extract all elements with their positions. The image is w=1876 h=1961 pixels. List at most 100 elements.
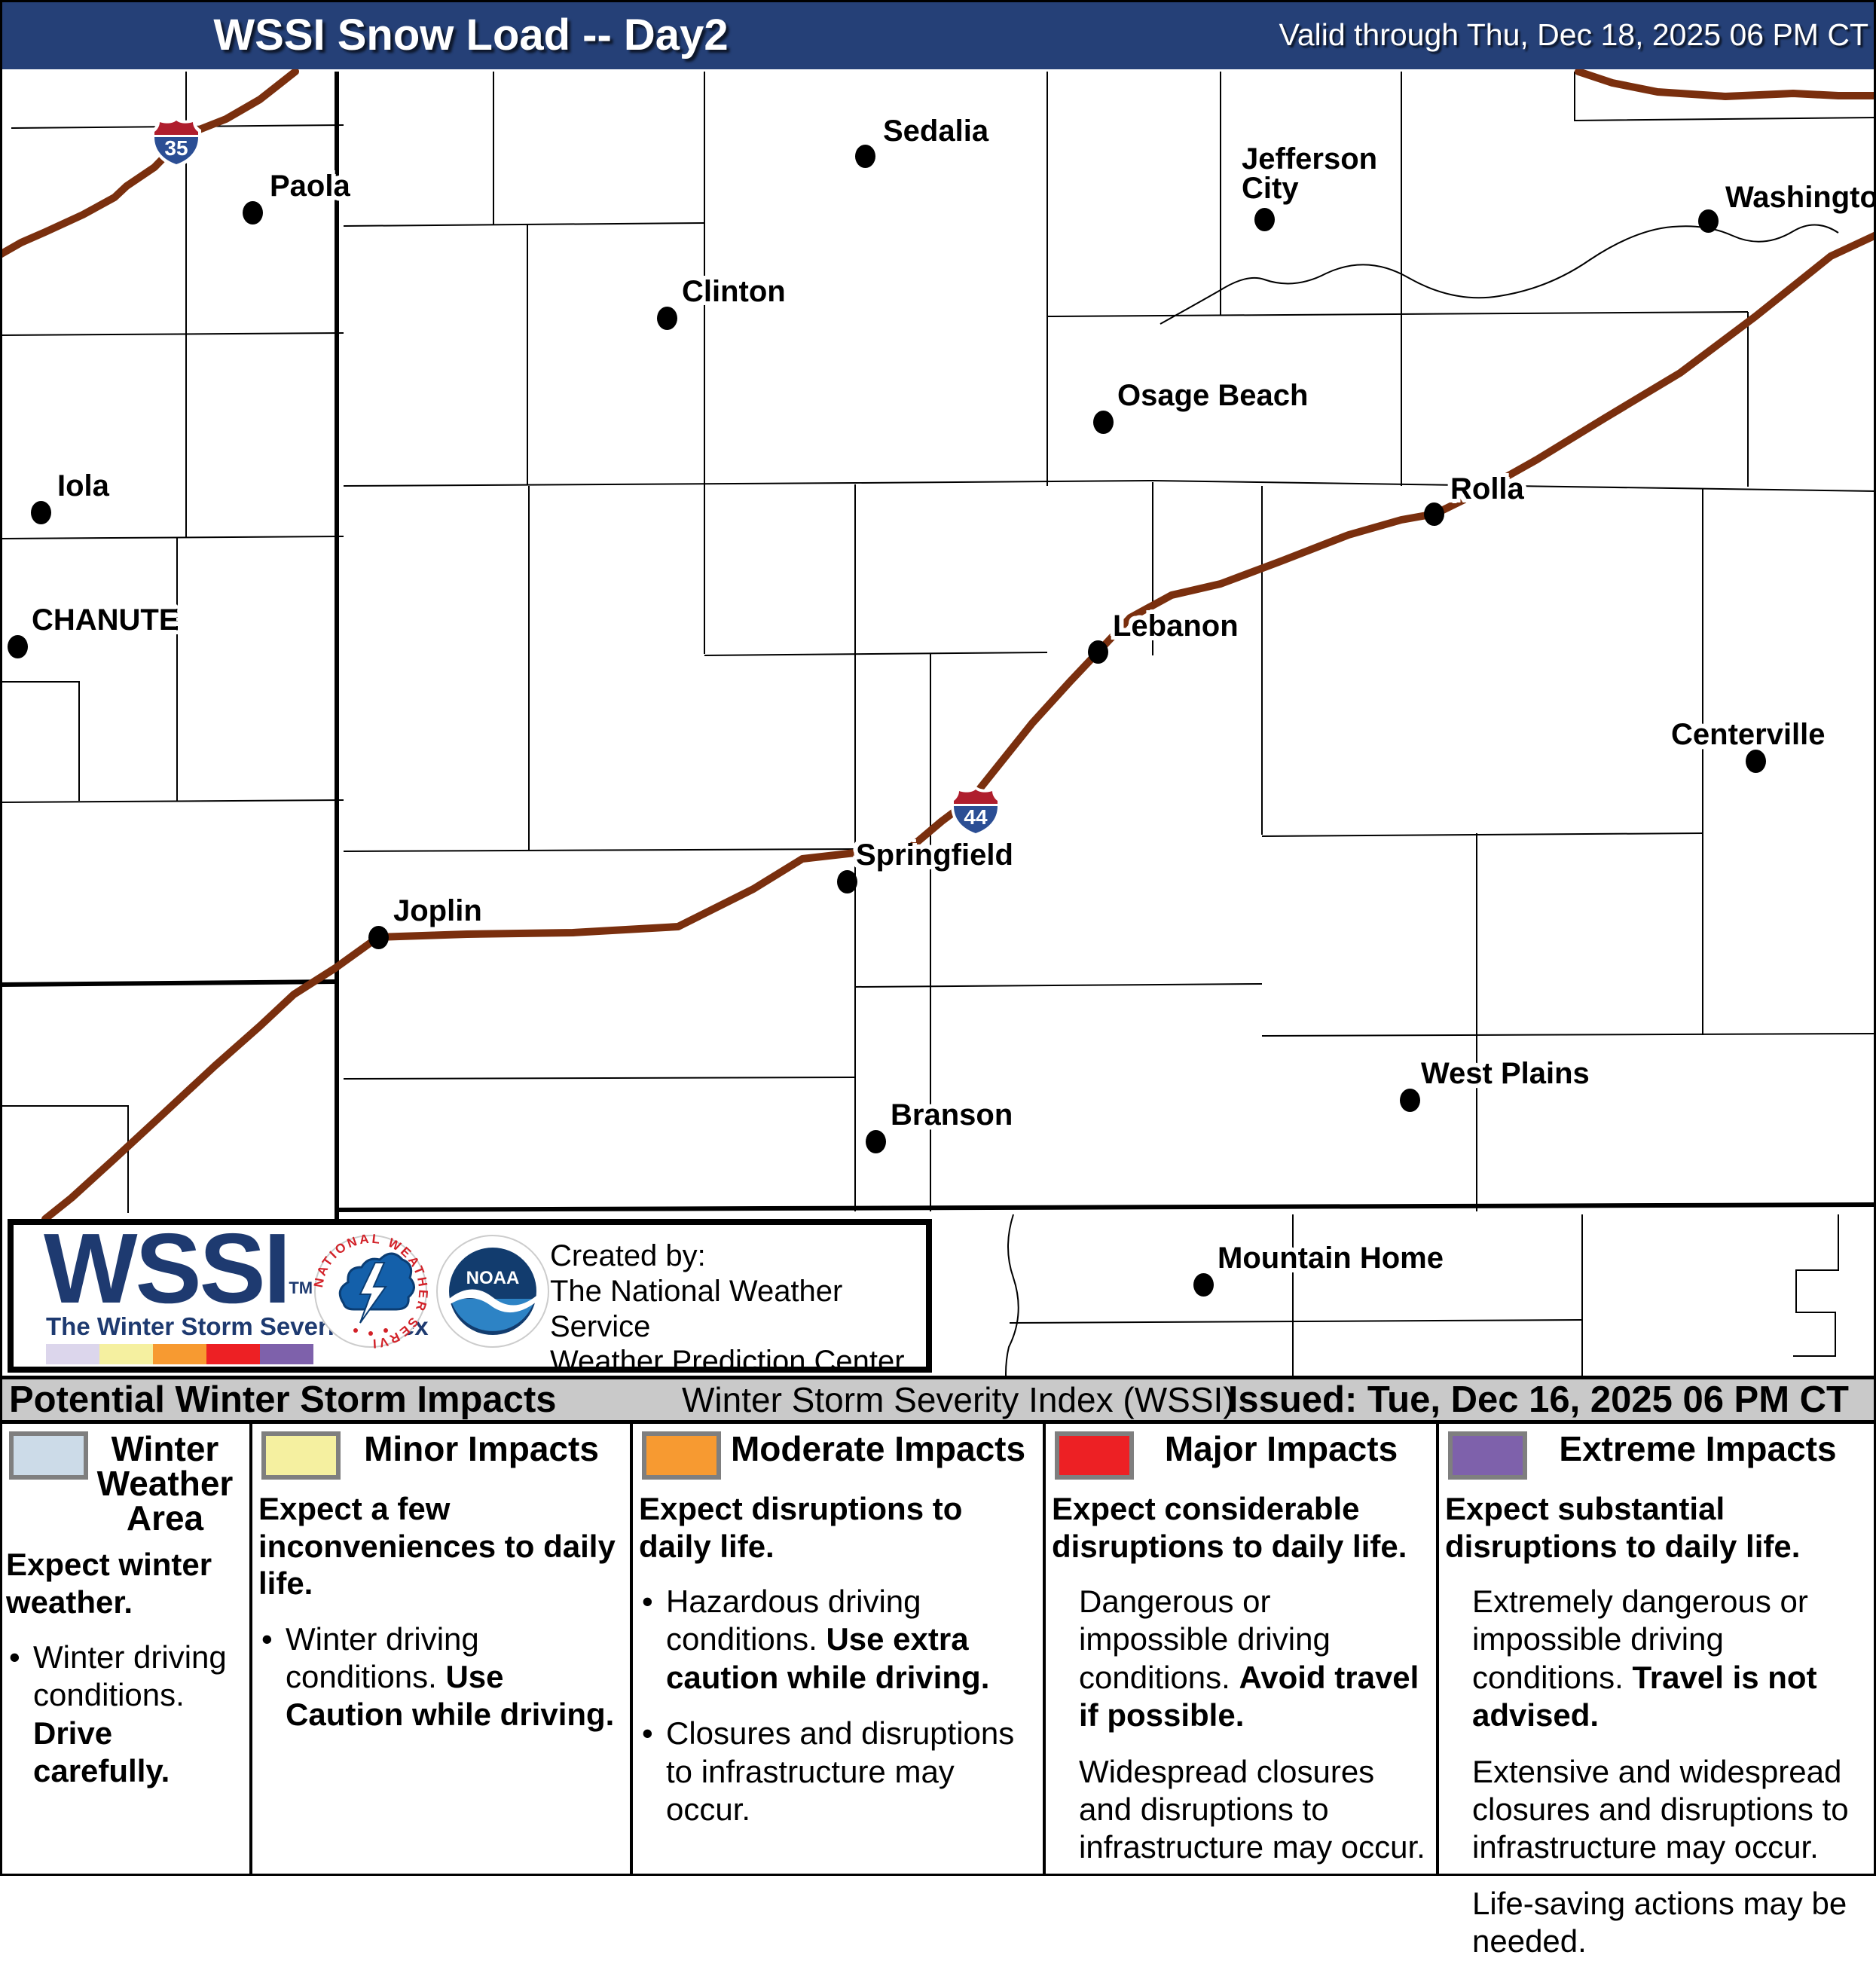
- city-dot: [1698, 209, 1719, 233]
- noaa-seagull-icon: [449, 1289, 536, 1313]
- legend-paragraph: Extensive and widespread closures and di…: [1445, 1753, 1868, 1867]
- legend-column: Winter Weather Area Expect winter weather…: [0, 1424, 252, 1876]
- legend-paragraph: • Closures and disruptions to infrastruct…: [639, 1715, 1035, 1828]
- city-label: Springfield: [856, 838, 1013, 872]
- trademark-symbol: TM: [289, 1278, 313, 1297]
- legend-color-swatch: [1055, 1431, 1134, 1480]
- city-dot: [368, 926, 389, 949]
- legend-column-title: Extreme Impacts: [1559, 1429, 1837, 1468]
- legend-body-text: Hazardous driving conditions.: [666, 1584, 921, 1657]
- nws-cloud-icon: [338, 1252, 415, 1311]
- issued-bar-title: Potential Winter Storm Impacts: [9, 1379, 557, 1420]
- legend-body-text: Life-saving actions may be needed.: [1472, 1885, 1847, 1959]
- legend-paragraph: • Hazardous driving conditions. Use extra…: [639, 1583, 1035, 1697]
- legend-column-title: Major Impacts: [1164, 1429, 1398, 1468]
- city-label: Rolla: [1450, 472, 1524, 506]
- city-label: Branson: [891, 1098, 1013, 1132]
- interstate-highways: [0, 68, 1876, 1223]
- city-dot: [1400, 1089, 1420, 1112]
- legend-emphasis-text: Avoid travel if possible.: [1079, 1659, 1419, 1733]
- city-label: Paola: [270, 170, 350, 203]
- city-dot: [866, 1130, 886, 1153]
- city-label: CHANUTE: [32, 603, 179, 637]
- city-label: Washington: [1725, 181, 1876, 214]
- legend-column-header: Extreme Impacts: [1445, 1430, 1868, 1480]
- legend-body-text: Closures and disruptions to infrastructu…: [666, 1715, 1015, 1828]
- legend-emphasis-text: Use extra caution while driving.: [666, 1621, 990, 1695]
- legend-body-text: Dangerous or impossible driving conditio…: [1079, 1584, 1331, 1695]
- legend-emphasis-text: Travel is not advised.: [1472, 1659, 1817, 1733]
- city-label: Lebanon: [1113, 609, 1239, 643]
- legend-emphasis-text: Use Caution while driving.: [286, 1659, 615, 1733]
- city-dot: [1088, 640, 1108, 664]
- nws-stars: [353, 1328, 388, 1336]
- legend-column-header: Winter Weather Area: [6, 1430, 242, 1535]
- legend-column-title: Moderate Impacts: [730, 1429, 1026, 1468]
- city-dot: [1746, 750, 1766, 773]
- legend-color-swatch: [9, 1431, 88, 1480]
- city-label: Mountain Home: [1218, 1242, 1444, 1275]
- bullet-icon: •: [261, 1620, 273, 1657]
- valid-through-text: Valid through Thu, Dec 18, 2025 06 PM CT: [1279, 17, 1868, 52]
- city-dot: [31, 501, 51, 524]
- legend-body-text: Widespread closures and disruptions to i…: [1079, 1753, 1425, 1865]
- issued-timestamp: Issued: Tue, Dec 16, 2025 06 PM CT: [1227, 1379, 1849, 1420]
- state-borders: [0, 72, 1876, 1220]
- legend-lead-text: Expect considerable disruptions to daily…: [1052, 1491, 1407, 1564]
- legend-lead-text: Expect disruptions to daily life.: [639, 1491, 963, 1564]
- legend-column-header: Minor Impacts: [258, 1430, 622, 1480]
- city-dot: [855, 145, 875, 168]
- interstate-44-shield-icon: 44: [950, 785, 1001, 839]
- noaa-logo: NOAA: [436, 1235, 549, 1348]
- nws-lightning-icon: [359, 1262, 387, 1324]
- nws-logo: NATIONAL WEATHER SERVICE: [313, 1234, 428, 1349]
- legend-body-text: Winter driving conditions.: [286, 1620, 479, 1695]
- issued-bar: Potential Winter Storm Impacts Winter St…: [0, 1376, 1876, 1424]
- legend-column: Minor Impacts Expect a few inconveniences…: [252, 1424, 633, 1876]
- city-label: Centerville: [1671, 718, 1826, 751]
- city-dot: [1193, 1273, 1214, 1297]
- header-bar: WSSI Snow Load -- Day2 Valid through Thu…: [0, 0, 1876, 69]
- legend-paragraph: Extremely dangerous or impossible drivin…: [1445, 1583, 1868, 1735]
- legend-column-header: Major Impacts: [1052, 1430, 1428, 1480]
- city-label: Sedalia: [883, 115, 989, 148]
- legend-column-title: Winter Weather Area: [96, 1429, 234, 1538]
- city-dot: [837, 870, 857, 893]
- svg-text:35: 35: [164, 136, 188, 160]
- legend-paragraph: • Winter driving conditions. Drive carefu…: [6, 1639, 242, 1791]
- legend-body-text: Extensive and widespread closures and di…: [1472, 1753, 1849, 1865]
- city-dot: [8, 635, 28, 658]
- city-label: Jefferson City: [1242, 142, 1378, 206]
- legend-paragraph: • Winter driving conditions. Use Caution …: [258, 1620, 622, 1734]
- legend-paragraph: Dangerous or impossible driving conditio…: [1052, 1583, 1428, 1735]
- city-dot: [1254, 208, 1275, 231]
- city-dot: [657, 307, 677, 330]
- legend-column: Major Impacts Expect considerable disrupt…: [1046, 1424, 1439, 1876]
- colorbar-swatch: [99, 1344, 153, 1364]
- legend-lead-text: Expect substantial disruptions to daily …: [1445, 1491, 1801, 1564]
- impact-legend: Winter Weather Area Expect winter weather…: [0, 1424, 1876, 1959]
- legend-body-text: Extremely dangerous or impossible drivin…: [1472, 1584, 1808, 1695]
- bullet-icon: •: [642, 1584, 653, 1620]
- legend-column-header: Moderate Impacts: [639, 1430, 1035, 1480]
- page-title: WSSI Snow Load -- Day2: [213, 10, 729, 60]
- wssi-severity-colorbar: [46, 1344, 313, 1364]
- colorbar-swatch: [260, 1344, 313, 1364]
- city-label: Osage Beach: [1117, 379, 1309, 412]
- legend-column: Extreme Impacts Expect substantial disrup…: [1439, 1424, 1876, 1959]
- legend-emphasis-text: Drive carefully.: [33, 1715, 170, 1789]
- legend-color-swatch: [261, 1431, 341, 1480]
- colorbar-swatch: [206, 1344, 260, 1364]
- svg-text:44: 44: [964, 805, 988, 829]
- legend-column-title: Minor Impacts: [364, 1429, 599, 1468]
- legend-column: Moderate Impacts Expect disruptions to da…: [633, 1424, 1046, 1876]
- bullet-icon: •: [642, 1715, 653, 1752]
- interstate-35-shield-icon: 35: [151, 116, 202, 170]
- city-dot: [1424, 502, 1444, 526]
- legend-lead-text: Expect winter weather.: [6, 1547, 212, 1620]
- legend-color-swatch: [1448, 1431, 1527, 1480]
- city-dot: [1093, 411, 1114, 434]
- noaa-label: NOAA: [466, 1268, 520, 1288]
- wssi-logo-text: WSSITM: [44, 1213, 313, 1324]
- legend-paragraph: Life-saving actions may be needed.: [1445, 1885, 1868, 1961]
